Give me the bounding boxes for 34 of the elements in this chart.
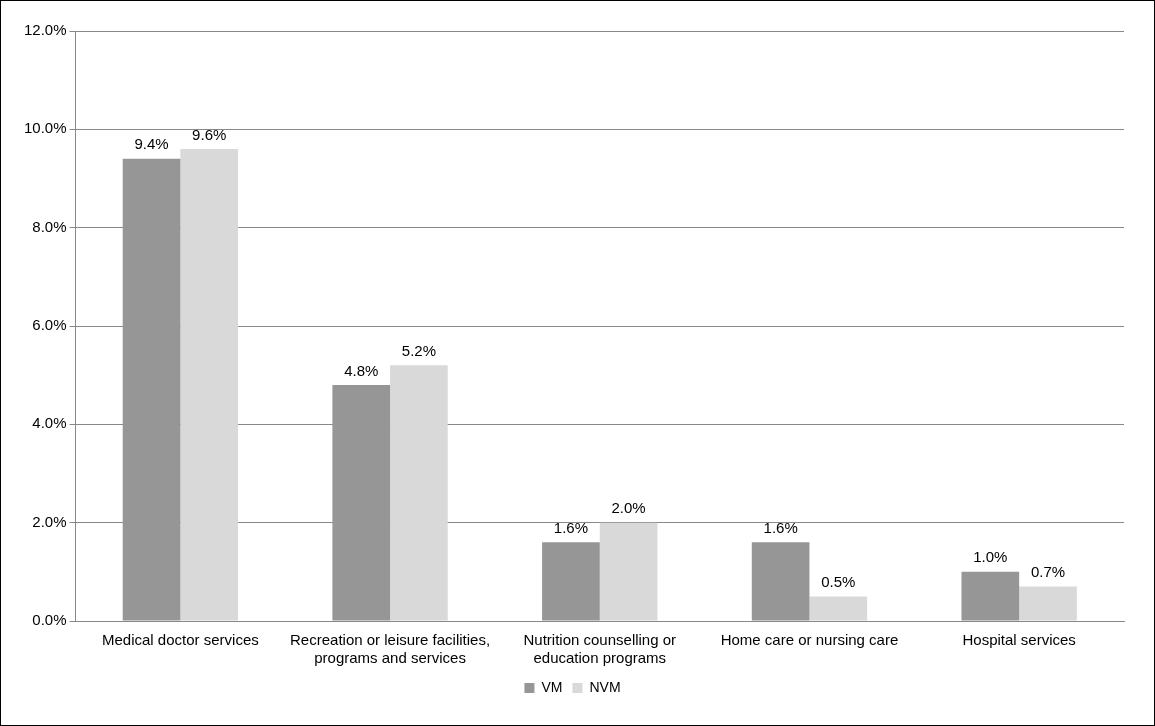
- legend-label: VM: [541, 678, 563, 695]
- data-label: 9.4%: [134, 135, 169, 153]
- bar: [390, 365, 448, 621]
- data-label: 1.6%: [553, 518, 589, 536]
- bar: [180, 149, 239, 621]
- data-label: 1.6%: [763, 518, 798, 536]
- bar: [809, 596, 868, 621]
- bar: [961, 571, 1020, 621]
- data-label: 9.6%: [192, 125, 227, 143]
- data-label: 4.8%: [344, 361, 379, 379]
- data-label: 5.2%: [401, 341, 437, 359]
- bar: [1019, 586, 1077, 621]
- bar: [599, 522, 658, 621]
- y-tick-label: 4.0%: [32, 414, 67, 432]
- y-tick-label: 0.0%: [32, 611, 67, 629]
- data-label: 0.7%: [1030, 563, 1066, 581]
- x-tick-label: Hospital services: [962, 631, 1076, 649]
- x-tick-label: Home care or nursing care: [720, 631, 899, 649]
- bar: [122, 158, 181, 621]
- y-tick-label: 12.0%: [23, 21, 67, 39]
- y-tick-label: 8.0%: [32, 217, 67, 235]
- data-label: 1.0%: [973, 548, 1008, 566]
- bar: [332, 385, 391, 621]
- legend-label: NVM: [589, 678, 621, 695]
- x-tick-label: Recreation or leisure facilities, programs and services: [290, 631, 491, 667]
- data-label: 2.0%: [611, 499, 646, 517]
- y-tick-label: 2.0%: [32, 512, 67, 530]
- data-label: 0.5%: [821, 573, 856, 591]
- bar: [751, 542, 810, 621]
- x-tick-label: Medical doctor services: [102, 631, 259, 649]
- x-tick-label: Nutrition counselling or education programs: [523, 631, 677, 667]
- bar: [542, 542, 600, 621]
- y-tick-label: 10.0%: [23, 119, 67, 137]
- y-tick-label: 6.0%: [32, 316, 67, 334]
